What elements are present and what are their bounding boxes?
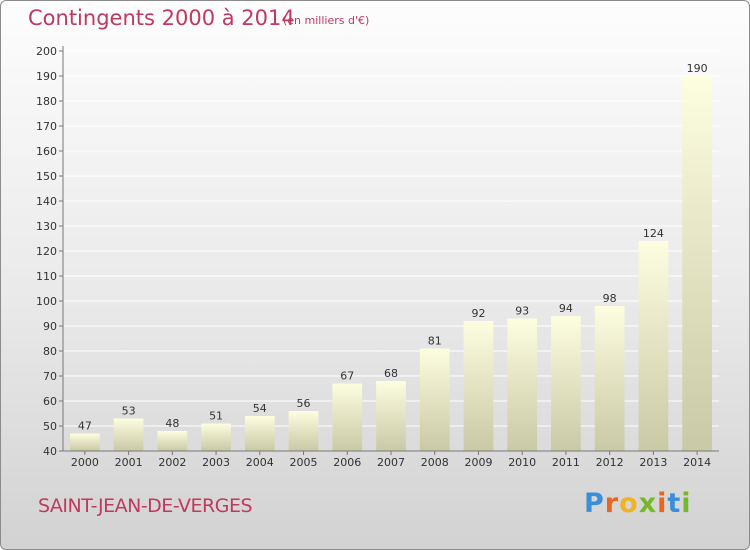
x-tick-label: 2001	[115, 456, 143, 469]
bar-2003	[201, 423, 231, 451]
x-tick-label: 2011	[552, 456, 580, 469]
y-tick-label: 200	[36, 45, 57, 58]
x-tick-label: 2004	[246, 456, 274, 469]
data-label: 81	[428, 335, 442, 348]
y-tick-label: 180	[36, 95, 57, 108]
data-label: 93	[515, 305, 529, 318]
data-label: 53	[122, 405, 136, 418]
logo-letter: i	[657, 488, 668, 519]
y-tick-label: 110	[36, 270, 57, 283]
chart-unit: (en milliers d'€)	[283, 14, 370, 27]
bar-2013	[638, 241, 669, 451]
x-tick-label: 2014	[683, 456, 711, 469]
logo-letter: P	[584, 488, 605, 519]
bar-2006	[332, 383, 363, 451]
y-tick-label: 100	[36, 295, 57, 308]
data-label: 68	[384, 367, 398, 380]
data-label: 124	[643, 227, 664, 240]
bar-2008	[419, 348, 450, 451]
x-tick-label: 2012	[596, 456, 624, 469]
data-label: 98	[603, 292, 617, 305]
bar-2001	[113, 418, 144, 451]
x-tick-label: 2003	[202, 456, 230, 469]
x-tick-label: 2002	[158, 456, 186, 469]
bar-2010	[507, 318, 538, 451]
y-tick-label: 130	[36, 220, 57, 233]
data-label: 67	[340, 370, 354, 383]
logo-letter: o	[619, 488, 639, 519]
data-label: 48	[165, 417, 179, 430]
x-tick-label: 2005	[290, 456, 318, 469]
bar-2007	[376, 381, 406, 451]
x-tick-label: 2009	[464, 456, 492, 469]
y-tick-label: 40	[43, 445, 57, 458]
bar-2009	[463, 321, 494, 451]
logo-letter: i	[681, 488, 692, 519]
y-tick-label: 90	[43, 320, 57, 333]
bar-2014	[682, 76, 713, 451]
data-labels: 47 53 48 51 54 56 67 68 81 92 93 94 98 124 190	[78, 62, 708, 433]
data-label: 190	[687, 62, 708, 75]
y-tick-label: 190	[36, 70, 57, 83]
x-tick-label: 2007	[377, 456, 405, 469]
logo-letter: r	[604, 488, 620, 519]
proxiti-logo: Proxiti	[584, 488, 692, 519]
data-label: 94	[559, 302, 573, 315]
logo-letter: x	[638, 488, 658, 519]
x-axis-ticks: 2000 2001 2002 2003 2004 2005 2006 2007 2008 2009…	[71, 451, 711, 469]
chart-title: Contingents 2000 à 2014	[28, 6, 295, 30]
y-tick-label: 140	[36, 195, 57, 208]
y-tick-label: 170	[36, 120, 57, 133]
bar-2002	[157, 431, 188, 451]
data-label: 92	[471, 307, 485, 320]
commune-name: SAINT-JEAN-DE-VERGES	[38, 495, 253, 517]
data-label: 47	[78, 420, 92, 433]
y-tick-label: 160	[36, 145, 57, 158]
bars	[69, 76, 713, 451]
y-tick-label: 70	[43, 370, 57, 383]
x-tick-label: 2010	[508, 456, 536, 469]
y-axis-ticks: 40 50 60 70 80 90 100 110 120 130 140 150 160 170 180 1…	[36, 45, 63, 458]
logo-letter: t	[667, 488, 682, 519]
x-tick-label: 2006	[333, 456, 361, 469]
bar-2011	[551, 316, 581, 451]
data-label: 54	[253, 402, 267, 415]
y-tick-label: 80	[43, 345, 57, 358]
y-tick-label: 150	[36, 170, 57, 183]
bar-2004	[244, 416, 275, 451]
y-tick-label: 50	[43, 420, 57, 433]
x-tick-label: 2008	[421, 456, 449, 469]
bar-2012	[594, 306, 625, 451]
y-tick-label: 60	[43, 395, 57, 408]
bar-2005	[288, 411, 319, 451]
x-tick-label: 2000	[71, 456, 99, 469]
bar-2000	[69, 433, 100, 451]
data-label: 51	[209, 410, 223, 423]
y-tick-label: 120	[36, 245, 57, 258]
x-tick-label: 2013	[639, 456, 667, 469]
data-label: 56	[297, 397, 311, 410]
